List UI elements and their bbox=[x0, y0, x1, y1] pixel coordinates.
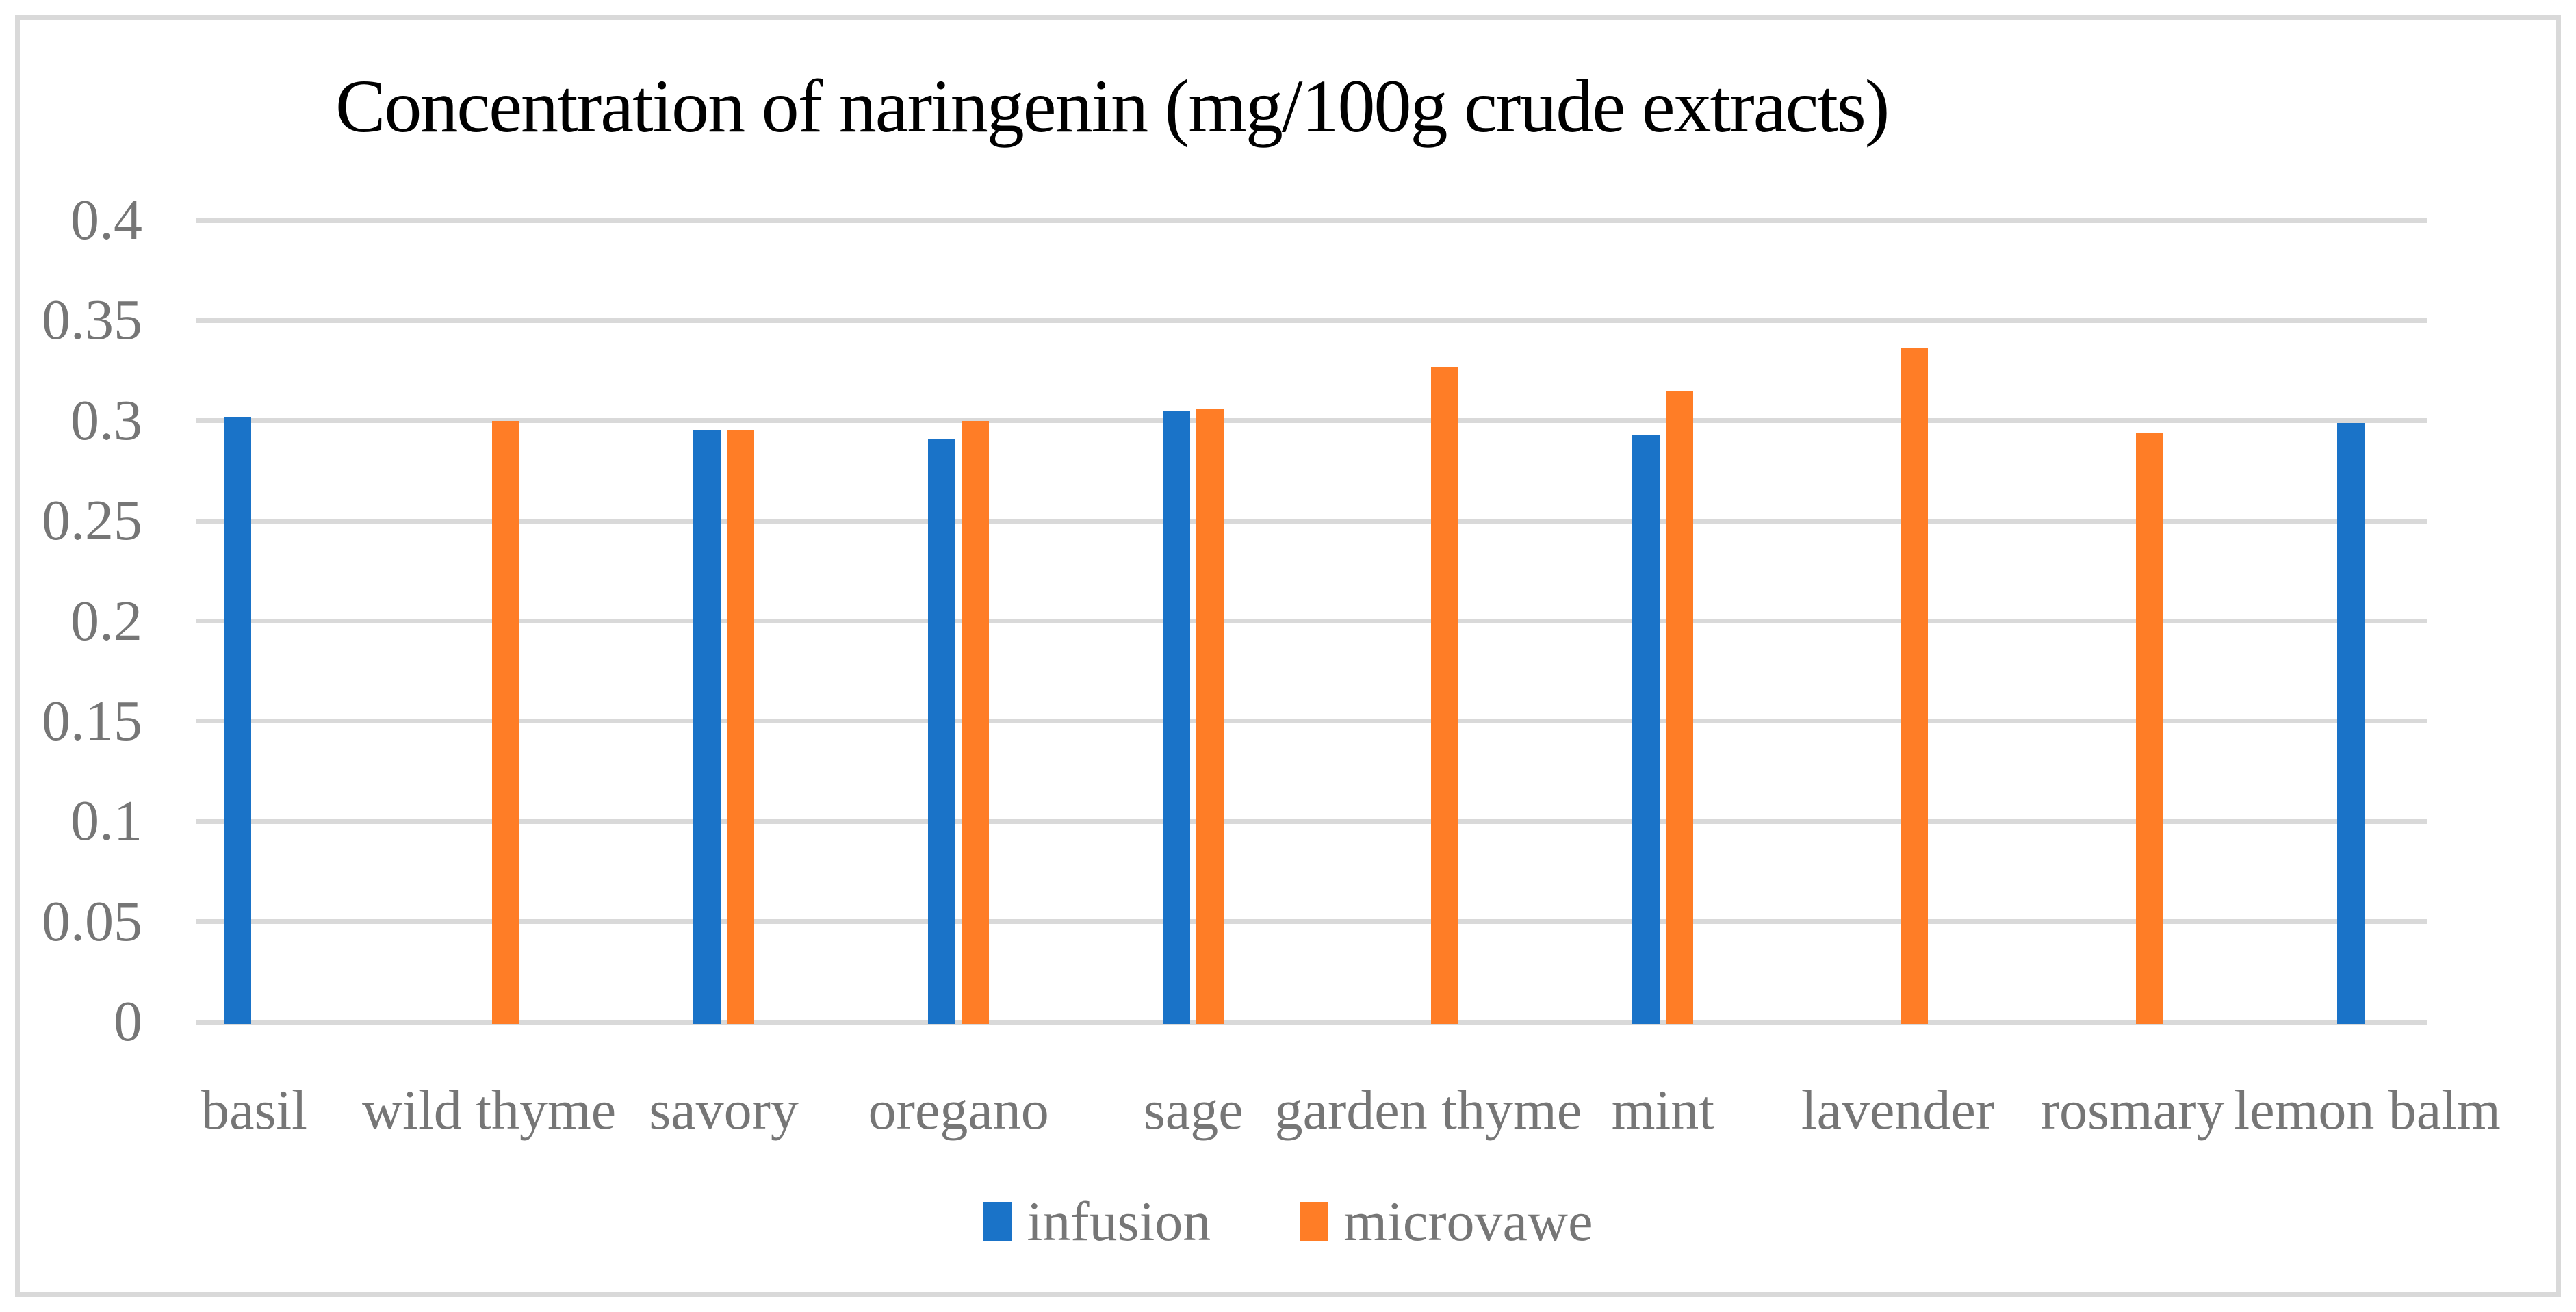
bar-microvawe-garden-thyme bbox=[1431, 366, 1459, 1024]
bar-infusion-mint bbox=[1632, 435, 1660, 1024]
bar-infusion-basil bbox=[224, 416, 251, 1024]
y-axis-tick-label: 0.05 bbox=[42, 889, 142, 953]
bar-microvawe-mint bbox=[1666, 390, 1694, 1024]
gridline-y-0.3 bbox=[196, 418, 2427, 424]
bar-infusion-oregano bbox=[928, 439, 956, 1024]
gridline-y-0 bbox=[196, 1019, 2427, 1025]
gridline-y-0.1 bbox=[196, 819, 2427, 824]
x-axis-category-label: sage bbox=[1143, 1079, 1244, 1141]
x-axis-category-label: lemon balm bbox=[2234, 1079, 2501, 1141]
bar-microvawe-sage bbox=[1196, 409, 1224, 1024]
y-axis-tick-label: 0.35 bbox=[42, 288, 142, 352]
bar-microvawe-rosmary bbox=[2135, 433, 2163, 1024]
chart-title: Concentration of naringenin (mg/100g cru… bbox=[335, 64, 1890, 148]
x-axis-category-label: basil bbox=[201, 1079, 307, 1141]
gridline-y-0.4 bbox=[196, 218, 2427, 223]
y-axis-tick-label: 0.4 bbox=[70, 188, 142, 252]
y-axis-tick-label: 0.1 bbox=[70, 789, 142, 853]
x-axis-category-label: mint bbox=[1611, 1079, 1715, 1141]
x-axis-category-label: savory bbox=[649, 1079, 799, 1141]
y-axis-tick-label: 0 bbox=[114, 990, 142, 1053]
bar-infusion-savory bbox=[693, 430, 721, 1024]
x-axis-category-label: wild thyme bbox=[361, 1079, 617, 1141]
legend-swatch-infusion bbox=[983, 1202, 1012, 1241]
gridline-y-0.25 bbox=[196, 518, 2427, 524]
legend-label-infusion: infusion bbox=[1027, 1190, 1211, 1252]
bar-infusion-sage bbox=[1163, 411, 1191, 1024]
legend-label-microvawe: microvawe bbox=[1343, 1190, 1593, 1252]
bar-microvawe-savory bbox=[727, 430, 755, 1024]
legend-item-infusion: infusion bbox=[983, 1189, 1211, 1254]
y-axis-tick-label: 0.25 bbox=[42, 489, 142, 553]
legend-item-microvawe: microvawe bbox=[1300, 1189, 1593, 1254]
bar-microvawe-wild-thyme bbox=[492, 420, 520, 1024]
x-axis-category-label: oregano bbox=[868, 1079, 1049, 1141]
gridline-y-0.15 bbox=[196, 719, 2427, 724]
y-axis-tick-label: 0.15 bbox=[42, 689, 142, 753]
x-axis-category-label: lavender bbox=[1801, 1079, 1995, 1141]
gridline-y-0.05 bbox=[196, 919, 2427, 925]
bar-microvawe-lavender bbox=[1901, 348, 1929, 1024]
bar-infusion-lemon-balm bbox=[2336, 422, 2365, 1024]
gridline-y-0.2 bbox=[196, 619, 2427, 623]
legend-swatch-microvawe bbox=[1300, 1202, 1329, 1241]
gridline-y-0.35 bbox=[196, 318, 2427, 323]
x-axis-category-label: garden thyme bbox=[1274, 1079, 1582, 1141]
x-axis-category-label: rosmary bbox=[2040, 1079, 2225, 1141]
y-axis-tick-label: 0.2 bbox=[70, 589, 142, 653]
chart-legend: infusion microvawe bbox=[0, 1189, 2576, 1254]
y-axis-tick-label: 0.3 bbox=[70, 388, 142, 452]
bar-microvawe-oregano bbox=[962, 420, 990, 1024]
